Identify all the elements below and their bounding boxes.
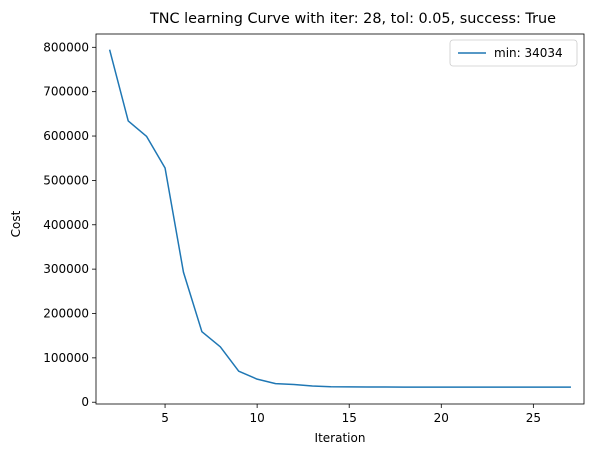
y-tick-label: 600000 [43,129,89,143]
x-tick-label: 10 [249,411,264,425]
y-tick-label: 700000 [43,85,89,99]
chart-title: TNC learning Curve with iter: 28, tol: 0… [149,11,556,27]
legend-label: min: 34034 [494,46,563,60]
y-axis-label: Cost [9,210,23,237]
axes-frame [95,33,585,405]
y-tick-label: 300000 [43,262,89,276]
series-line [108,49,571,388]
y-tick-label: 400000 [43,218,89,232]
x-tick-label: 5 [161,411,169,425]
x-tick-label: 15 [342,411,357,425]
plot-area: 5 10 15 20 25 0 100000 200000 300000 400000 500000… [43,33,585,425]
y-tick-label: 0 [81,395,89,409]
y-tick-label: 100000 [43,351,89,365]
y-tick-label: 800000 [43,40,89,54]
x-tick-label: 20 [434,411,449,425]
y-tick-label: 500000 [43,173,89,187]
legend-box [449,39,578,67]
x-axis-label: Iteration [315,431,366,445]
y-tick-label: 200000 [43,306,89,320]
x-tick-label: 25 [526,411,541,425]
